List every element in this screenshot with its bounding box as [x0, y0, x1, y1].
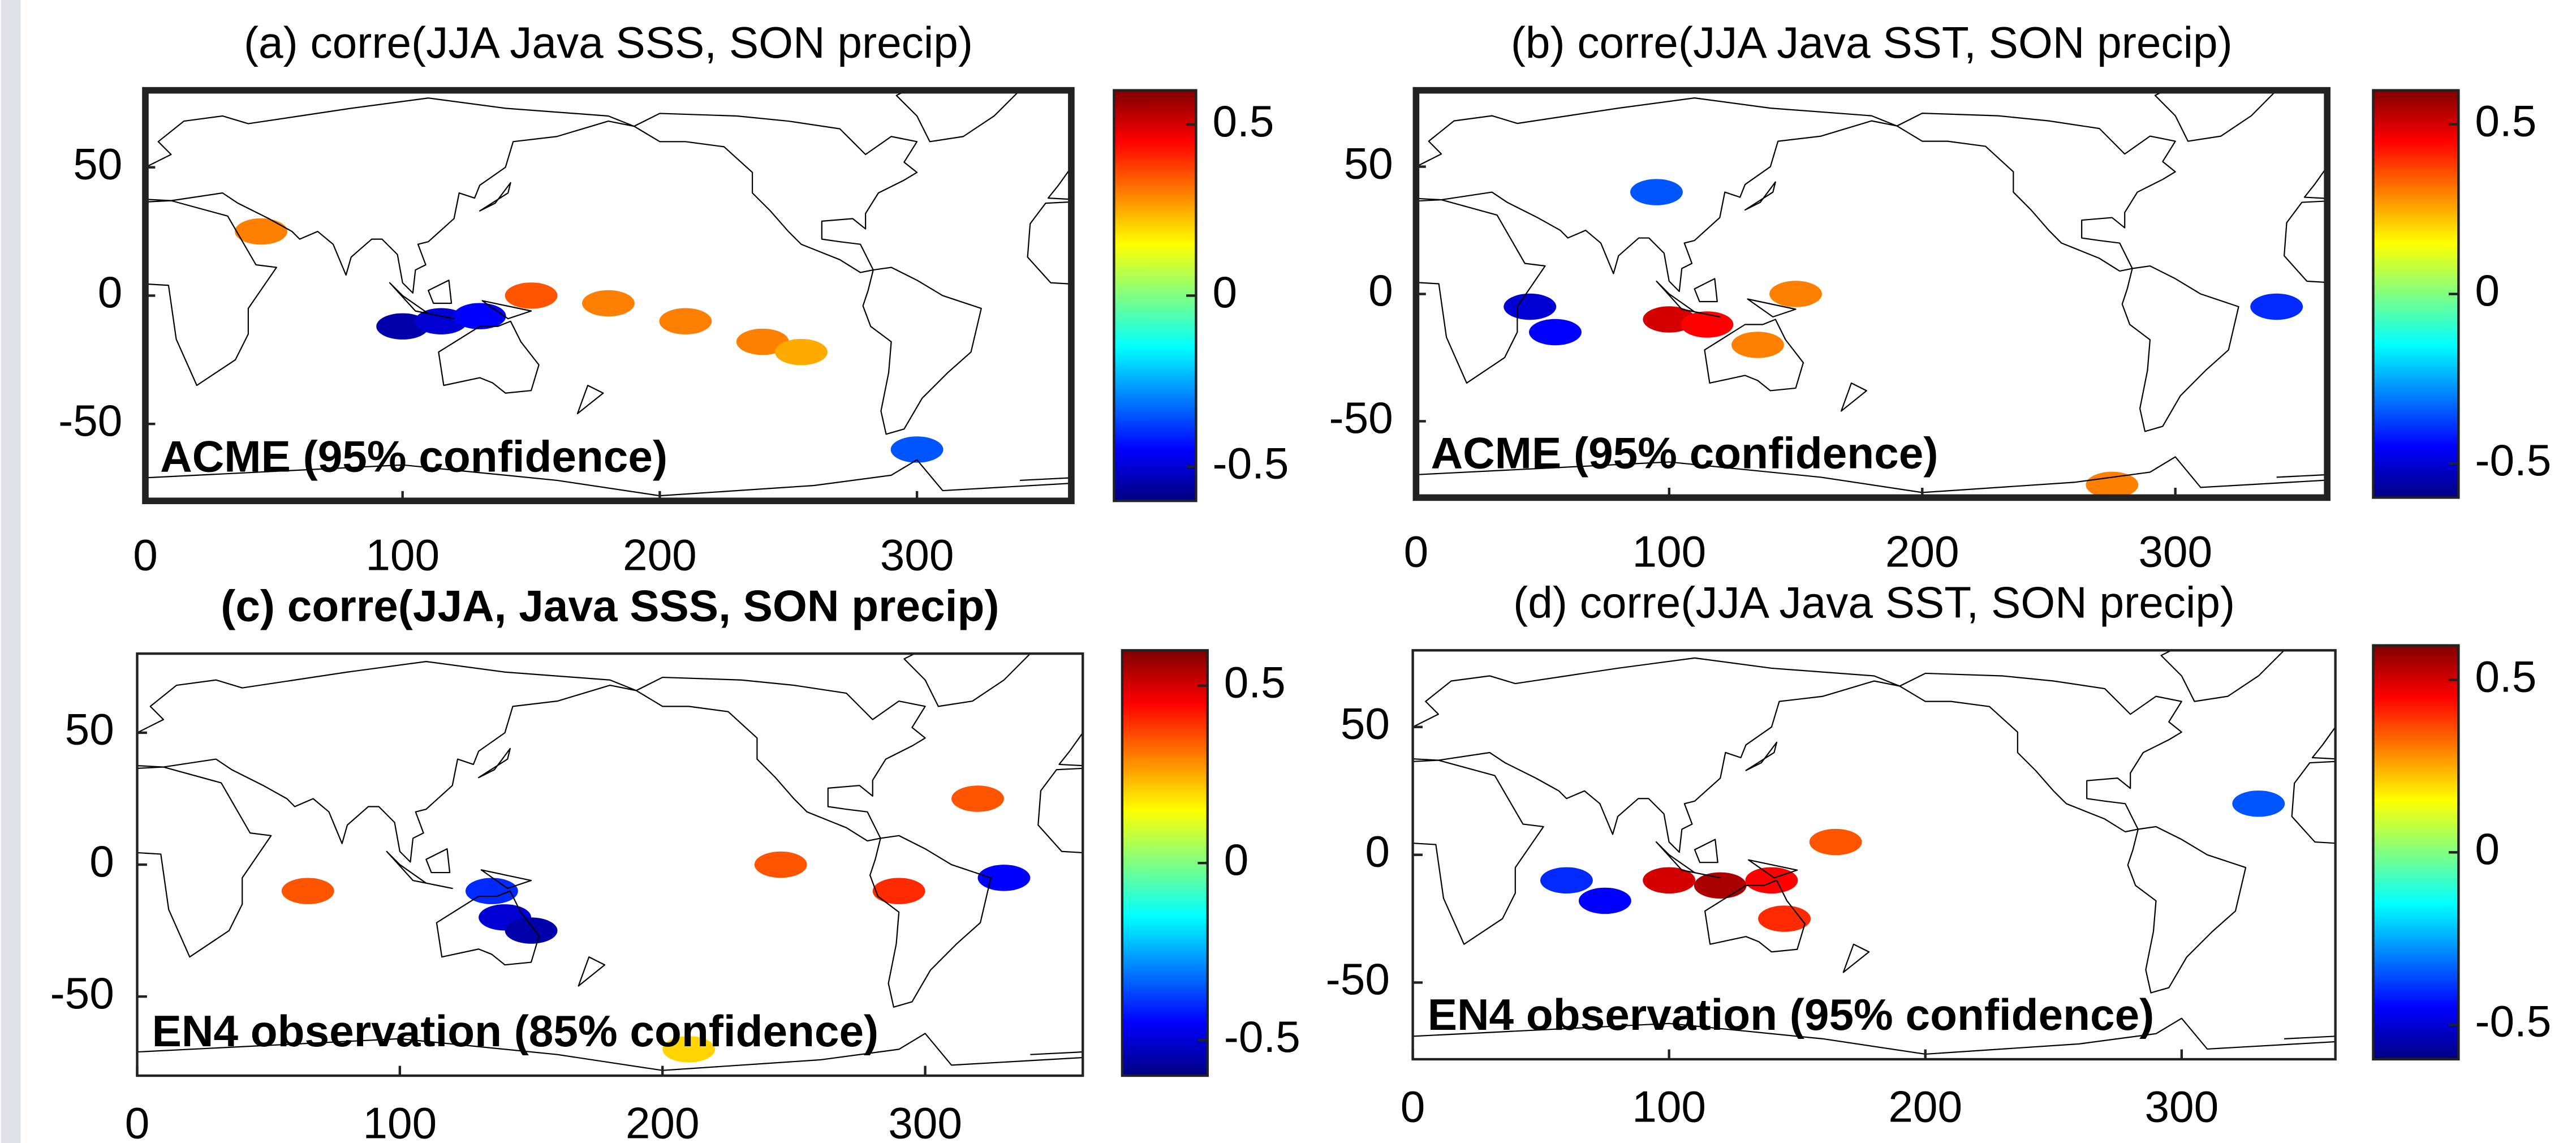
y-tick-label: -50 [1329, 393, 1393, 442]
correlation-patch [1504, 293, 1557, 320]
colorbar-label: -0.5 [2475, 435, 2551, 485]
x-tick-label: 200 [1888, 1082, 1962, 1132]
x-tick-label: 0 [133, 530, 158, 579]
map-area [1365, 90, 2328, 498]
correlation-patch [1578, 887, 1631, 914]
colorbar-label: -0.5 [1212, 438, 1289, 488]
map-bg [1416, 90, 2328, 498]
y-tick-label: -50 [58, 396, 122, 445]
map-bg [137, 654, 1083, 1076]
colorbar [2372, 644, 2460, 1061]
x-tick-label: 300 [880, 530, 954, 579]
y-tick-label: 0 [1365, 826, 1390, 876]
correlation-patch [1731, 332, 1784, 358]
colorbar-label: -0.5 [2475, 996, 2551, 1046]
x-tick-label: 300 [2138, 527, 2212, 577]
correlation-patch [1694, 872, 1747, 899]
correlation-patch [872, 878, 925, 904]
y-tick-label: -50 [50, 968, 114, 1018]
y-tick-label: 50 [73, 139, 122, 188]
colorbar-label: 0 [1224, 835, 1249, 884]
correlation-patch [1643, 867, 1696, 894]
x-tick-label: 200 [626, 1098, 700, 1143]
annotation: ACME (95% confidence) [1431, 428, 1939, 478]
x-tick-label: 100 [1632, 1082, 1706, 1132]
correlation-patch [582, 290, 635, 317]
y-tick-label: 0 [1368, 265, 1393, 315]
correlation-patch [659, 308, 712, 334]
map-area [145, 90, 1071, 501]
correlation-patch [1529, 319, 1582, 346]
y-tick-label: 50 [65, 704, 114, 754]
correlation-patch [1681, 311, 1734, 338]
correlation-patch [1809, 828, 1862, 856]
colorbar [2372, 89, 2460, 499]
correlation-patch [775, 338, 828, 366]
correlation-patch [1758, 905, 1811, 932]
correlation-patch [453, 303, 506, 329]
y-tick-label: 50 [1341, 699, 1390, 749]
colorbar-label: 0.5 [2475, 651, 2536, 701]
correlation-patch [1745, 867, 1798, 894]
correlation-patch [1630, 179, 1683, 205]
correlation-patch [754, 851, 807, 878]
annotation: ACME (95% confidence) [160, 431, 667, 481]
annotation: EN4 observation (95% confidence) [1428, 990, 2155, 1039]
correlation-patch [2232, 790, 2285, 817]
correlation-patch [736, 328, 789, 355]
x-tick-label: 0 [1404, 527, 1429, 577]
panel-title: (a) corre(JJA Java SSS, SON precip) [244, 18, 973, 67]
x-tick-label: 300 [2144, 1082, 2219, 1132]
correlation-patch [505, 917, 558, 944]
x-tick-label: 100 [365, 530, 440, 579]
map-area [85, 648, 2081, 1076]
correlation-patch [662, 1036, 716, 1063]
colorbar-label: 0.5 [1212, 96, 1274, 146]
x-tick-label: 0 [1401, 1082, 1425, 1132]
side-strip [1, 0, 21, 1143]
colorbar-label: -0.5 [1224, 1012, 1300, 1062]
correlation-patch [2250, 293, 2303, 320]
panel-title: (c) corre(JJA, Java SSS, SON precip) [221, 581, 999, 630]
x-tick-label: 100 [1632, 527, 1706, 577]
x-tick-label: 200 [623, 530, 697, 579]
y-tick-label: 0 [98, 267, 123, 317]
correlation-patch [951, 785, 1004, 812]
panel-title: (d) corre(JJA Java SST, SON precip) [1513, 578, 2235, 628]
annotation: EN4 observation (85% confidence) [152, 1006, 879, 1056]
colorbar [1113, 89, 1197, 502]
correlation-patch [890, 436, 944, 463]
correlation-patch [235, 218, 288, 245]
map-area [1412, 650, 2576, 1059]
panel-title: (b) corre(JJA Java SST, SON precip) [1511, 18, 2233, 67]
colorbar-label: 0 [2475, 824, 2500, 874]
colorbar-label: 0.5 [2475, 96, 2536, 145]
colorbar-label: 0 [1212, 267, 1237, 317]
colorbar-label: 0.5 [1224, 658, 1286, 707]
x-tick-label: 300 [888, 1098, 962, 1143]
y-tick-label: -50 [1326, 954, 1390, 1004]
correlation-patch [1769, 281, 1822, 307]
correlation-patch [977, 865, 1031, 891]
y-tick-label: 50 [1344, 138, 1393, 188]
correlation-patch [465, 878, 518, 904]
correlation-patch [281, 878, 334, 904]
correlation-patch [1540, 867, 1593, 894]
correlation-patch [505, 282, 558, 309]
correlation-patch [2086, 471, 2139, 498]
colorbar [1121, 649, 1209, 1077]
y-tick-label: 0 [89, 836, 114, 886]
x-tick-label: 100 [363, 1098, 437, 1143]
map-bg [1412, 650, 2336, 1059]
colorbar-label: 0 [2475, 265, 2500, 315]
x-tick-label: 0 [125, 1098, 150, 1143]
x-tick-label: 200 [1885, 527, 1959, 577]
